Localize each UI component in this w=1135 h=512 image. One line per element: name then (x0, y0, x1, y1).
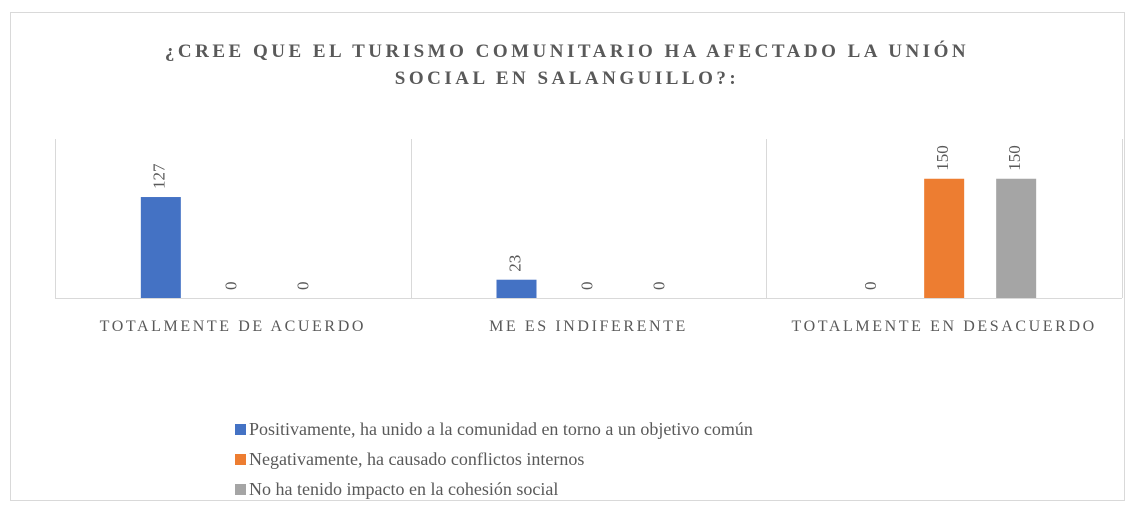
x-tick-label: TOTALMENTE EN DESACUERDO (791, 318, 1097, 335)
data-label: 0 (649, 282, 668, 291)
x-tick-label: ME ES INDIFERENTE (489, 318, 688, 335)
legend-label: Positivamente, ha unido a la comunidad e… (249, 418, 753, 439)
legend: Positivamente, ha unido a la comunidad e… (235, 414, 753, 504)
chart-title: ¿CREE QUE EL TURISMO COMUNITARIO HA AFEC… (164, 41, 970, 89)
data-label: 23 (505, 255, 524, 272)
x-tick-label: TOTALMENTE DE ACUERDO (99, 318, 366, 335)
legend-label: Negativamente, ha causado conflictos int… (249, 448, 585, 469)
bar (140, 197, 181, 298)
bar (924, 178, 965, 298)
data-label: 0 (294, 282, 313, 291)
chart-border (10, 12, 1125, 501)
data-label: 150 (933, 145, 952, 171)
legend-entry: Negativamente, ha causado conflictos int… (235, 444, 753, 474)
legend-entry: No ha tenido impacto en la cohesión soci… (235, 474, 753, 504)
data-label: 0 (861, 282, 880, 291)
legend-swatch (235, 423, 246, 435)
legend-label: No ha tenido impacto en la cohesión soci… (249, 478, 559, 499)
legend-swatch (235, 453, 246, 465)
data-label: 150 (1005, 145, 1024, 171)
bar (496, 279, 537, 298)
legend-entry: Positivamente, ha unido a la comunidad e… (235, 414, 753, 444)
data-label: 0 (577, 282, 596, 291)
data-label: 127 (150, 163, 169, 189)
bar (996, 178, 1037, 298)
legend-swatch (235, 483, 246, 495)
data-label: 0 (222, 282, 241, 291)
